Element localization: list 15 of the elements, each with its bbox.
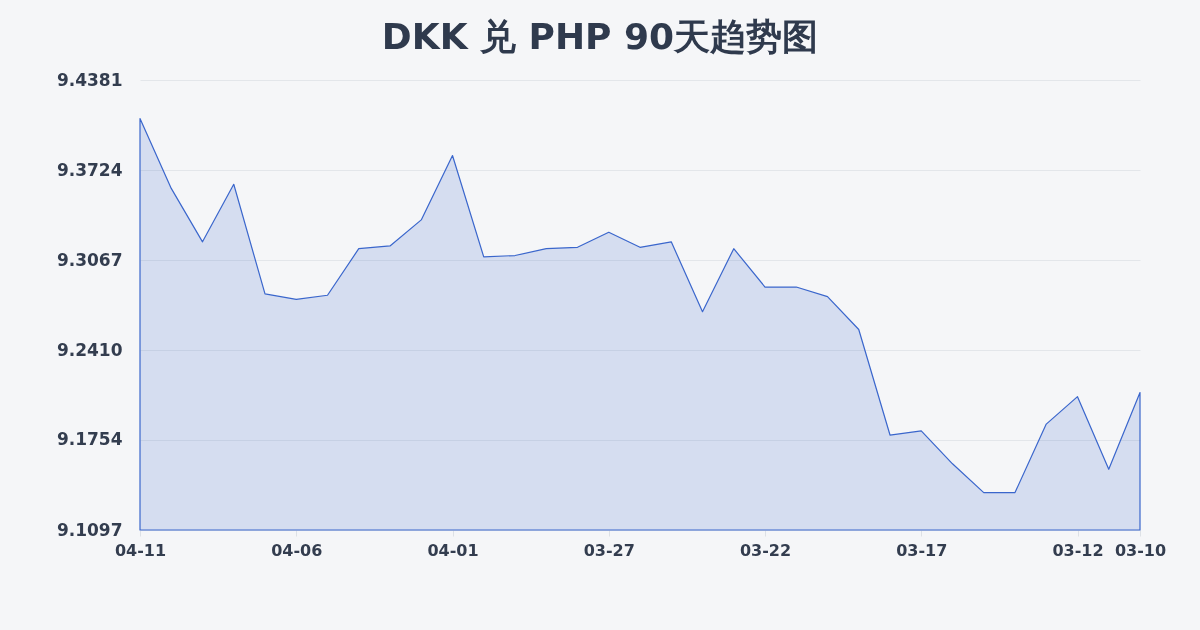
y-tick-label: 9.1754 (56, 429, 123, 450)
x-tick-label: 04-06 (271, 540, 323, 560)
x-tick-label: 04-11 (114, 540, 167, 560)
y-tick-label: 9.1097 (56, 519, 123, 540)
x-tick-label: 03-17 (896, 540, 948, 560)
y-tick-label: 9.3067 (56, 249, 123, 270)
y-tick-label: 9.2410 (56, 339, 123, 360)
y-tick-label: 9.4381 (56, 69, 123, 90)
x-tick-label: 03-22 (739, 540, 792, 560)
x-tick-label: 03-10 (1114, 540, 1167, 560)
x-tick-label: 04-01 (427, 540, 479, 560)
x-tick-label: 03-27 (583, 540, 635, 560)
chart-title: DKK 兑 PHP 90天趋势图 (381, 16, 819, 57)
x-tick-label: 03-12 (1052, 540, 1104, 560)
y-tick-label: 9.3724 (56, 159, 123, 180)
